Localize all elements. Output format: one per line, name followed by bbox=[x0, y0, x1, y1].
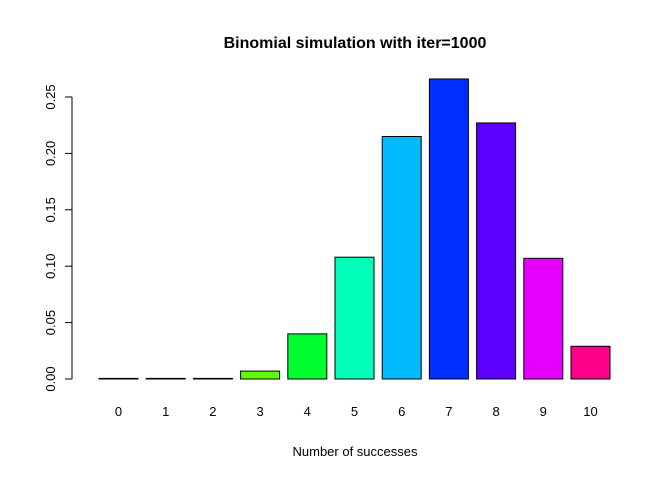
x-axis-label: Number of successes bbox=[293, 444, 418, 459]
x-tick-label: 4 bbox=[304, 404, 311, 419]
y-tick-label: 0.20 bbox=[43, 141, 58, 166]
x-tick-label: 1 bbox=[162, 404, 169, 419]
x-tick-label: 5 bbox=[351, 404, 358, 419]
y-tick-label: 0.15 bbox=[43, 197, 58, 222]
y-tick-label: 0.25 bbox=[43, 84, 58, 109]
bar-5 bbox=[334, 256, 375, 380]
x-tick-label: 9 bbox=[540, 404, 547, 419]
x-tick-label: 10 bbox=[583, 404, 597, 419]
x-tick-label: 6 bbox=[398, 404, 405, 419]
x-tick-label: 0 bbox=[115, 404, 122, 419]
bar-8 bbox=[476, 122, 517, 380]
bar-7 bbox=[428, 78, 469, 380]
y-axis: 0.00 0.05 0.10 0.15 0.20 0.25 bbox=[43, 84, 73, 392]
bar-0 bbox=[98, 377, 139, 380]
bar-3 bbox=[240, 370, 281, 380]
bars-group bbox=[98, 78, 611, 380]
x-tick-label: 2 bbox=[209, 404, 216, 419]
x-tick-labels: 0 1 2 3 4 5 6 7 8 9 10 bbox=[115, 404, 598, 419]
y-tick-label: 0.00 bbox=[43, 366, 58, 391]
bar-4 bbox=[287, 333, 328, 380]
bar-1 bbox=[145, 377, 186, 380]
y-tick-label: 0.10 bbox=[43, 254, 58, 279]
bar-10 bbox=[570, 345, 611, 380]
x-tick-label: 7 bbox=[445, 404, 452, 419]
x-tick-label: 3 bbox=[256, 404, 263, 419]
bar-2 bbox=[192, 377, 233, 380]
x-tick-label: 8 bbox=[492, 404, 499, 419]
chart-title: Binomial simulation with iter=1000 bbox=[224, 35, 487, 52]
bar-9 bbox=[523, 257, 564, 380]
y-tick-label: 0.05 bbox=[43, 310, 58, 335]
bar-6 bbox=[381, 135, 422, 380]
